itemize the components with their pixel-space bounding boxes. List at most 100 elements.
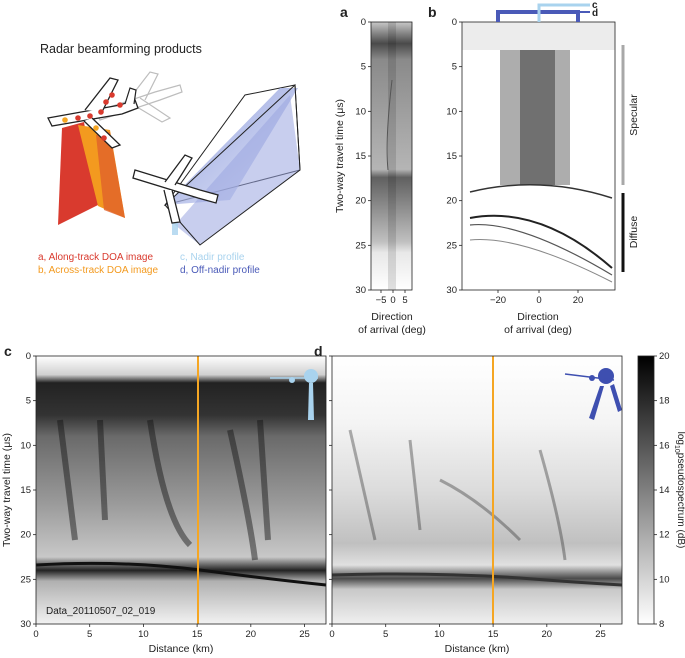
legend-b: b, Across-track DOA image — [38, 265, 158, 276]
ytick-label: 30 — [20, 619, 31, 630]
plane-outline-icon — [94, 71, 183, 123]
ytick-label: 15 — [355, 151, 366, 162]
xtick-label: 5 — [402, 295, 407, 306]
panel-c-nadir-icon — [270, 369, 318, 420]
colorbar-tick-label: 18 — [659, 396, 670, 407]
ytick-label: 20 — [446, 196, 457, 207]
second-plane-icon — [132, 154, 219, 224]
xtick-label: 0 — [390, 295, 395, 306]
ytick-label: 25 — [446, 240, 457, 251]
xtick-label: 20 — [573, 295, 584, 306]
panel-d-letter: d — [314, 343, 323, 359]
panel-d-xlabel: Distance (km) — [445, 643, 510, 655]
colorbar-tick-label: 16 — [659, 440, 670, 451]
panel-a-yticks: 0 5 10 15 20 25 30 — [355, 17, 371, 296]
panel-c-ylabel: Two-way travel time (μs) — [1, 433, 13, 547]
marker-c-label: c — [592, 0, 598, 11]
panel-a-ylabel: Two-way travel time (μs) — [334, 99, 346, 213]
panel-b: b 0 5 10 15 20 25 30 −20 0 20 c d Specular Diffu… — [428, 0, 640, 336]
panel-d: d 0 5 10 15 20 25 Distance (km) — [314, 343, 623, 655]
panel-a-xlabel-2: of arrival (deg) — [358, 324, 426, 336]
ytick-label: 30 — [446, 285, 457, 296]
panel-d-yticks — [329, 355, 332, 625]
ytick-label: 5 — [361, 62, 366, 73]
colorbar-label-sub: 10 — [673, 445, 680, 453]
xtick-label: 10 — [138, 629, 149, 640]
xtick-label: 20 — [542, 629, 553, 640]
xtick-label: −5 — [376, 295, 387, 306]
xtick-label: 5 — [87, 629, 92, 640]
xtick-label: 15 — [192, 629, 203, 640]
panel-b-letter: b — [428, 4, 437, 20]
colorbar-tick-label: 20 — [659, 351, 670, 362]
panel-d-offnadir-icon — [564, 368, 622, 420]
colorbar-tick-label: 8 — [659, 619, 664, 630]
ytick-label: 0 — [26, 351, 31, 362]
panel-d-image — [332, 356, 622, 624]
panel-b-xlabel-2: of arrival (deg) — [504, 324, 572, 336]
panel-c-xlabel: Distance (km) — [149, 643, 214, 655]
panel-c-dataset-label: Data_20110507_02_019 — [46, 606, 156, 617]
xtick-label: 5 — [383, 629, 388, 640]
marker-c-line — [537, 3, 590, 22]
legend-a: a, Along-track DOA image — [38, 252, 153, 263]
xtick-label: 25 — [299, 629, 310, 640]
colorbar-tick-label: 12 — [659, 530, 670, 541]
xtick-label: 15 — [488, 629, 499, 640]
panel-c-letter: c — [4, 343, 12, 359]
diffuse-label: Diffuse — [628, 216, 640, 249]
xtick-label: −20 — [490, 295, 506, 306]
ytick-label: 15 — [446, 151, 457, 162]
main-plane-icon — [47, 77, 139, 149]
legend-d: d, Off-nadir profile — [180, 265, 260, 276]
panel-c: c Data_20110507_02_019 0 5 10 15 20 25 30 0 5 10… — [1, 343, 327, 655]
ytick-label: 25 — [355, 240, 366, 251]
ytick-label: 0 — [452, 17, 457, 28]
ytick-label: 20 — [20, 530, 31, 541]
xtick-label: 20 — [246, 629, 257, 640]
colorbar-ticks: 20 18 16 14 12 10 8 — [654, 351, 670, 630]
legend-c: c, Nadir profile — [180, 252, 245, 263]
panel-d-xticks: 0 5 10 15 20 25 — [329, 624, 606, 640]
ytick-label: 20 — [355, 196, 366, 207]
marker-d-label: d — [592, 8, 598, 19]
panel-a-xlabel-1: Direction — [371, 311, 413, 323]
panel-a-image — [371, 22, 412, 290]
panel-c-xticks: 0 5 10 15 20 25 — [33, 624, 310, 640]
colorbar-label-main: log — [675, 432, 685, 445]
panel-a-xticks: −5 0 5 — [376, 290, 408, 306]
specular-label: Specular — [628, 94, 640, 136]
panel-c-image — [36, 356, 326, 624]
ytick-label: 10 — [20, 440, 31, 451]
ytick-label: 5 — [26, 396, 31, 407]
ytick-label: 10 — [446, 106, 457, 117]
schematic: Radar beamforming products — [38, 42, 301, 276]
colorbar-tick-label: 14 — [659, 485, 670, 496]
colorbar-label-rest: pseudospectrum (dB) — [675, 453, 685, 549]
xtick-label: 10 — [434, 629, 445, 640]
ytick-label: 0 — [361, 17, 366, 28]
panel-a-letter: a — [340, 4, 348, 20]
colorbar-label: log10pseudospectrum (dB) — [673, 432, 685, 549]
panel-b-xticks: −20 0 20 — [490, 290, 583, 306]
ytick-label: 5 — [452, 62, 457, 73]
xtick-label: 0 — [536, 295, 541, 306]
panel-b-xlabel-1: Direction — [517, 311, 559, 323]
xtick-label: 25 — [595, 629, 606, 640]
colorbar-gradient — [637, 355, 655, 625]
offnadir-beam-blue — [165, 88, 298, 205]
ytick-label: 10 — [355, 106, 366, 117]
ytick-label: 25 — [20, 574, 31, 585]
ytick-label: 30 — [355, 285, 366, 296]
panel-c-yticks: 0 5 10 15 20 25 30 — [20, 351, 36, 630]
ytick-label: 15 — [20, 485, 31, 496]
xtick-label: 0 — [33, 629, 38, 640]
panel-b-yticks: 0 5 10 15 20 25 30 — [446, 17, 462, 296]
beam-overlap — [96, 132, 125, 218]
xtick-label: 0 — [329, 629, 334, 640]
colorbar-tick-label: 10 — [659, 574, 670, 585]
schematic-title: Radar beamforming products — [40, 42, 202, 56]
